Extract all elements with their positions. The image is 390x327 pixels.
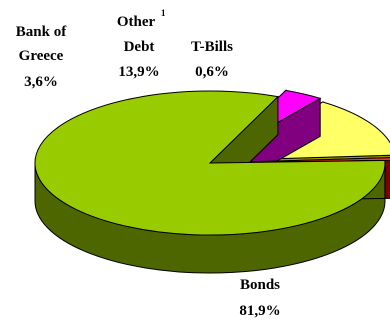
bank-of-greece-label-line2: Greece [19,48,64,64]
pie-slices [34,89,390,274]
other-debt-superscript: 1 [161,8,166,18]
other-debt-value-label: 13,9% [118,64,159,80]
bank-of-greece-label-line1: Bank of [16,24,67,40]
bonds-value-label: 81,9% [239,303,280,319]
bank-of-greece-value-label: 3,6% [24,74,58,90]
other-debt-label-line1: Other [117,14,156,30]
other-debt-label-line2: Debt [124,39,155,55]
t-bills-label: T-Bills [191,39,233,55]
t-bills-slice [219,157,390,164]
t-bills-value-label: 0,6% [195,64,229,80]
bonds-label: Bonds [240,277,280,293]
bonds-slice [34,90,386,236]
